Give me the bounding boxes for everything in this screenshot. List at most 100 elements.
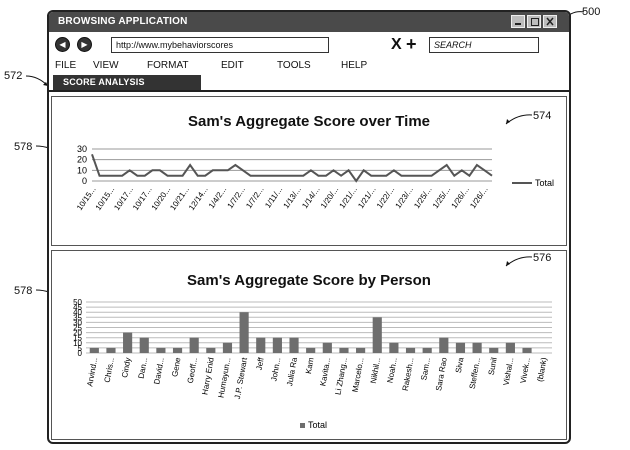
ref-label-chart1: 574 — [533, 110, 552, 122]
x-tick-label: (blank) — [536, 356, 549, 382]
x-tick-label: Sunil — [487, 357, 499, 376]
y-tick-label: 10 — [73, 339, 82, 348]
x-tick-label: Chris... — [103, 357, 116, 384]
menu-help[interactable]: HELP — [341, 60, 368, 71]
maximize-button[interactable] — [527, 15, 541, 28]
bar — [522, 347, 532, 353]
x-tick-label: 1/25/... — [412, 185, 433, 210]
menu-file[interactable]: FILE — [55, 60, 77, 71]
bar — [289, 337, 299, 353]
x-tick-label: Arvind... — [85, 357, 99, 387]
bar — [439, 337, 449, 353]
y-tick-label: 40 — [73, 308, 82, 317]
ref-label-axis1: 578 — [14, 141, 33, 153]
x-tick-label: Dan... — [137, 357, 150, 380]
x-tick-label: Li Zhang... — [334, 357, 349, 396]
bar — [306, 347, 316, 353]
bar — [489, 347, 499, 353]
bar — [356, 347, 366, 353]
legend-swatch-total — [300, 423, 305, 428]
x-tick-label: Vivek... — [519, 357, 532, 384]
x-tick-label: Julia Ra — [285, 356, 299, 387]
bar — [222, 342, 233, 353]
bar — [89, 347, 99, 353]
y-tick-label: 25 — [73, 324, 82, 333]
stop-button[interactable]: X — [391, 36, 402, 53]
window-close-button[interactable] — [543, 15, 557, 28]
x-tick-label: 1/20/... — [319, 185, 340, 210]
legend-label-total: Total — [535, 178, 554, 188]
window-title: BROWSING APPLICATION — [58, 16, 188, 27]
x-tick-label: John... — [269, 357, 282, 382]
x-tick-label: 1/26/... — [450, 185, 471, 210]
ref-label-chart2: 576 — [533, 252, 552, 264]
minimize-icon — [515, 23, 521, 25]
bar — [505, 342, 515, 353]
x-tick-label: Gene — [170, 356, 182, 377]
y-tick-label: 10 — [77, 165, 87, 175]
bar — [206, 347, 216, 353]
y-tick-label: 45 — [73, 303, 82, 312]
y-tick-label: 5 — [78, 344, 83, 353]
x-tick-label: Nikhil... — [369, 357, 382, 384]
x-tick-label: 1/26/... — [468, 185, 489, 210]
forward-button[interactable]: ▶ — [77, 37, 92, 52]
bar — [139, 337, 149, 353]
x-tick-label: 1/14/... — [300, 185, 321, 210]
menu-format[interactable]: FORMAT — [147, 60, 189, 71]
x-tick-label: J.P. Stewart — [233, 356, 249, 400]
x-tick-label: 1/21/... — [338, 185, 359, 210]
maximize-icon — [531, 18, 539, 26]
ref-label-tab: 572 — [4, 70, 23, 82]
menu-tools[interactable]: TOOLS — [277, 60, 311, 71]
close-icon — [546, 17, 554, 26]
legend-label-total: Total — [308, 420, 327, 430]
x-tick-label: Kavita... — [318, 357, 332, 387]
browser-window: BROWSING APPLICATION ◀ ▶ X + FILE VIEW F… — [47, 10, 571, 444]
time-chart-panel: Sam's Aggregate Score over Time 0 10 20 30 1… — [51, 96, 567, 246]
bar — [472, 342, 482, 353]
x-tick-label: 1/7/2... — [226, 185, 247, 210]
new-tab-button[interactable]: + — [406, 34, 417, 54]
menu-edit[interactable]: EDIT — [221, 60, 244, 71]
x-tick-label: 1/23/... — [394, 185, 415, 210]
bar — [422, 347, 432, 353]
x-tick-label: Noah... — [386, 357, 399, 384]
bar — [256, 337, 266, 353]
x-tick-label: 1/21/... — [356, 185, 377, 210]
bar — [239, 312, 249, 353]
person-chart-title: Sam's Aggregate Score by Person — [187, 272, 431, 289]
minimize-button[interactable] — [511, 15, 525, 28]
ref-leader-chart1 — [505, 114, 533, 125]
x-tick-label: Siva — [454, 356, 466, 373]
series-line-total — [91, 153, 493, 183]
x-tick-label: 1/25/... — [431, 185, 452, 210]
person-chart-panel: Sam's Aggregate Score by Person 0 5 10 15 20… — [51, 250, 567, 440]
x-tick-label: Rakesh... — [401, 357, 416, 392]
y-tick-label: 20 — [77, 155, 87, 165]
y-tick-label: 20 — [73, 329, 82, 338]
x-tick-label: 1/11/... — [263, 185, 284, 210]
bar — [322, 342, 332, 353]
address-input[interactable] — [111, 37, 329, 53]
x-tick-label: Humayun... — [216, 357, 232, 399]
bar — [189, 337, 199, 353]
search-input[interactable] — [429, 37, 539, 53]
x-tick-label: 1/22/... — [375, 185, 396, 210]
back-button[interactable]: ◀ — [55, 37, 70, 52]
title-bar: BROWSING APPLICATION — [49, 12, 569, 32]
tab-score-analysis[interactable]: SCORE ANALYSIS — [53, 75, 201, 90]
y-tick-label: 50 — [73, 298, 82, 307]
x-tick-label: Geoff... — [186, 357, 199, 384]
y-tick-label: 15 — [73, 334, 82, 343]
x-tick-label: 1/7/2... — [244, 185, 265, 210]
back-arrow-icon: ◀ — [59, 40, 66, 49]
tab-bar: SCORE ANALYSIS — [49, 75, 569, 92]
menu-view[interactable]: VIEW — [93, 60, 119, 71]
ref-leader-chart2 — [505, 256, 533, 267]
bar — [123, 332, 133, 353]
bar — [372, 317, 382, 353]
x-tick-label: 1/13/... — [282, 185, 303, 210]
y-tick-label: 30 — [77, 144, 87, 154]
